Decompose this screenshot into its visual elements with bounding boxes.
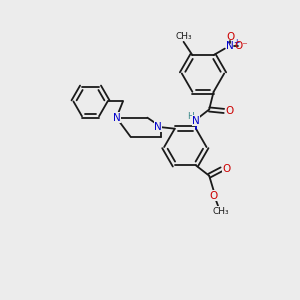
Text: +: + <box>233 38 239 46</box>
Text: O: O <box>209 191 218 201</box>
Text: O⁻: O⁻ <box>234 41 248 51</box>
Text: N: N <box>112 113 120 123</box>
Text: CH₃: CH₃ <box>213 207 229 216</box>
Text: O: O <box>226 106 234 116</box>
Text: O: O <box>223 164 231 174</box>
Text: O: O <box>226 32 234 42</box>
Text: H: H <box>187 112 194 121</box>
Text: N: N <box>154 122 162 132</box>
Text: N: N <box>226 41 234 51</box>
Text: N: N <box>192 116 200 126</box>
Text: CH₃: CH₃ <box>175 32 192 41</box>
